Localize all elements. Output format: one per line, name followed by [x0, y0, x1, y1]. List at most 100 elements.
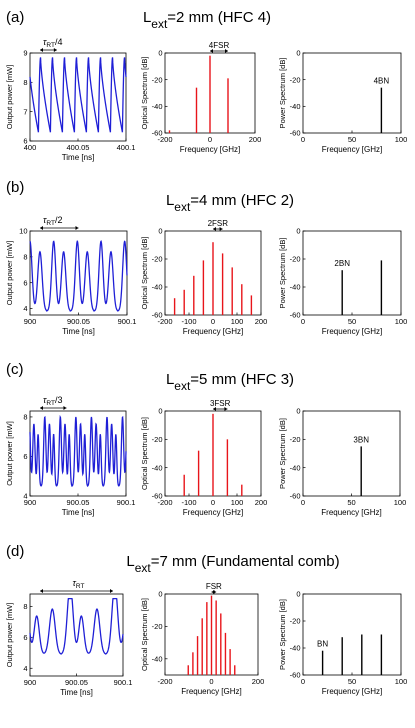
beat-note-annotation: 3BN — [353, 435, 369, 444]
y-tick-label: -20 — [290, 75, 301, 84]
beat-note-annotation: 4BN — [374, 77, 390, 86]
row-title-rest: =7 mm (Fundamental comb) — [151, 553, 340, 570]
time-trace-plot: 400 400.05 400.1 6 7 8 9 Time [ns] Output power … — [5, 37, 135, 162]
x-tick-label: 100 — [231, 498, 244, 507]
x-tick-label: -200 — [157, 498, 172, 507]
beat-note-annotation: 2BN — [334, 259, 350, 268]
plot-frame — [29, 593, 124, 677]
x-tick-label: 900.05 — [67, 498, 90, 507]
x-tick-label: 50 — [348, 135, 356, 144]
x-axis-label: Frequency [GHz] — [321, 508, 381, 517]
y-tick-label: 4 — [23, 304, 27, 313]
row-title-rest: =5 mm (HFC 3) — [190, 371, 294, 388]
y-axis-label: Optical Spectrum [dB] — [140, 417, 149, 490]
y-axis-label: Power Spectrum [dB] — [278, 418, 287, 489]
time-trace-line — [29, 240, 128, 312]
y-tick-label: -40 — [152, 655, 163, 664]
period-symbol: τ — [43, 37, 47, 47]
row-title-main: L — [166, 371, 174, 388]
y-axis-label: Output power [mW] — [5, 241, 14, 306]
y-tick-label: -20 — [152, 75, 163, 84]
panel-label: (c) — [6, 361, 24, 378]
time-trace-plot: 900 900.05 900.1 4 6 8 Time [ns] Output power [… — [5, 578, 132, 697]
row-title-sub: ext — [135, 561, 152, 575]
x-tick-label: 900.1 — [118, 317, 137, 326]
y-tick-label: 10 — [19, 227, 27, 236]
y-tick-label: -20 — [290, 435, 301, 444]
period-annotation: τRT — [73, 578, 85, 590]
figure-row-0: (a) Lext=2 mm (HFC 4) 400 400.05 400.1 6 7 8 9 Ti… — [5, 9, 407, 162]
row-title: Lext=2 mm (HFC 4) — [143, 9, 271, 31]
period-annotation: τRT/4 — [43, 37, 62, 49]
period-arrow-head-right — [53, 48, 57, 52]
y-tick-label: 0 — [158, 590, 162, 599]
figure-row-1: (b) Lext=4 mm (HFC 2) 900 900.05 900.1 4 6 8 10 T… — [5, 179, 407, 336]
y-tick-label: 0 — [158, 49, 162, 58]
x-tick-label: 200 — [255, 317, 268, 326]
y-tick-label: -60 — [290, 311, 301, 320]
period-sub: RT — [46, 400, 55, 407]
time-trace-line — [29, 597, 124, 655]
row-title-sub: ext — [174, 379, 191, 393]
x-tick-label: 0 — [301, 677, 305, 686]
power-spectrum-plot: 0 50 100 -60 -40 -20 0 Frequency [GHz] Power Spe… — [278, 49, 407, 154]
x-axis-label: Frequency [GHz] — [180, 145, 240, 154]
fsr-arrow-head-right — [213, 590, 217, 594]
fsr-annotation: FSR — [206, 582, 222, 591]
x-axis-label: Frequency [GHz] — [183, 327, 243, 336]
x-tick-label: 0 — [301, 135, 305, 144]
y-tick-label: 0 — [296, 590, 300, 599]
panel-label: (b) — [6, 179, 24, 196]
period-tail: /3 — [55, 395, 63, 405]
y-tick-label: 8 — [23, 253, 27, 262]
y-tick-label: 0 — [296, 227, 300, 236]
fsr-arrow-head-right — [225, 49, 228, 53]
time-trace-plot: 900 900.05 900.1 4 6 8 10 Time [ns] Output power… — [5, 215, 136, 336]
y-tick-label: 9 — [23, 49, 27, 58]
x-tick-label: 100 — [395, 677, 408, 686]
x-tick-label: 50 — [347, 498, 355, 507]
y-tick-label: 0 — [158, 227, 162, 236]
x-tick-label: 0 — [209, 677, 213, 686]
y-tick-label: 6 — [23, 633, 27, 642]
figure-row-2: (c) Lext=5 mm (HFC 3) 900 900.05 900.1 4 6 8 Tim… — [5, 361, 406, 517]
fsr-arrow-head-right — [219, 227, 223, 231]
row-title: Lext=5 mm (HFC 3) — [166, 371, 294, 393]
period-arrow-head-right — [63, 406, 67, 410]
y-tick-label: -60 — [152, 492, 163, 501]
y-tick-label: 6 — [23, 137, 27, 146]
time-trace-line — [29, 414, 127, 487]
y-tick-label: -40 — [290, 283, 301, 292]
y-axis-label: Optical Spectrum [dB] — [140, 237, 149, 310]
period-symbol: τ — [73, 578, 77, 588]
row-title-sub: ext — [174, 200, 191, 214]
y-tick-label: 0 — [296, 49, 300, 58]
y-tick-label: -40 — [152, 102, 163, 111]
plot-frame — [302, 230, 402, 316]
row-title: Lext=7 mm (Fundamental comb) — [126, 553, 339, 575]
fsr-arrow-head-left — [210, 49, 213, 53]
period-arrow-head-left — [40, 406, 43, 410]
row-title-rest: =4 mm (HFC 2) — [190, 192, 294, 209]
x-axis-label: Frequency [GHz] — [183, 508, 243, 517]
x-tick-label: 50 — [348, 677, 356, 686]
x-tick-label: 900.1 — [117, 498, 136, 507]
period-sub: RT — [46, 42, 55, 49]
x-tick-label: 400.1 — [117, 143, 136, 152]
y-tick-label: -20 — [290, 255, 301, 264]
y-tick-label: -40 — [152, 463, 163, 472]
x-axis-label: Frequency [GHz] — [181, 687, 241, 696]
y-tick-label: 8 — [23, 602, 27, 611]
y-tick-label: 8 — [23, 413, 27, 422]
period-sub: RT — [46, 220, 55, 227]
y-tick-label: 7 — [23, 107, 27, 116]
x-tick-label: 200 — [255, 498, 268, 507]
y-tick-label: 0 — [296, 407, 300, 416]
y-axis-label: Output power [mW] — [5, 603, 14, 668]
period-tail: /4 — [55, 37, 63, 47]
row-title-main: L — [126, 553, 134, 570]
period-annotation: τRT/2 — [43, 215, 62, 227]
